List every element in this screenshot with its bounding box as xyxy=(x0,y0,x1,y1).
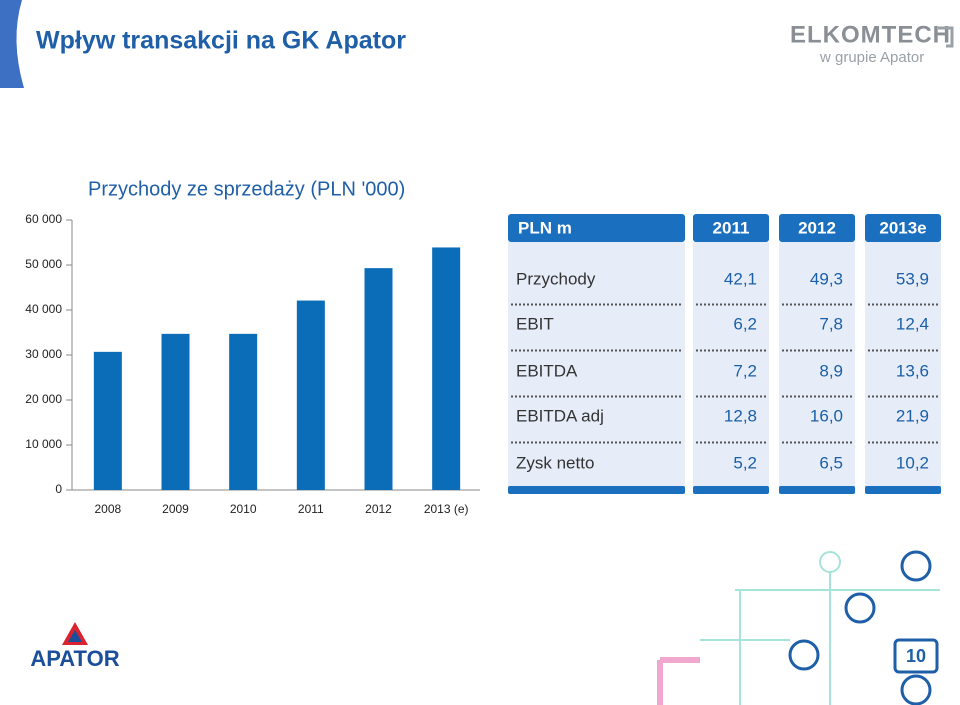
cell-value: 13,6 xyxy=(896,361,929,380)
row-label: Zysk netto xyxy=(516,453,594,472)
cell-value: 6,2 xyxy=(733,314,757,333)
x-tick-label: 2013 (e) xyxy=(424,502,469,516)
header-cell xyxy=(693,214,769,242)
cell-value: 10,2 xyxy=(896,453,929,472)
footer-logo: APATOR xyxy=(30,622,120,671)
x-tick-label: 2012 xyxy=(365,502,392,516)
schematic xyxy=(657,550,940,705)
bar xyxy=(432,247,461,490)
bar xyxy=(364,268,393,490)
y-tick-label: 20 000 xyxy=(25,392,62,406)
x-tick-label: 2010 xyxy=(230,502,257,516)
cell-value: 53,9 xyxy=(896,269,929,288)
bar xyxy=(93,351,122,490)
table: PLN m 2011 2012 2013e Przychody 42,1 49,3 53,9 E… xyxy=(508,214,941,494)
row-label: EBIT xyxy=(516,314,554,333)
y-tick-label: 10 000 xyxy=(25,437,62,451)
schematic-circle xyxy=(788,639,820,671)
cell-value: 7,2 xyxy=(733,361,757,380)
bar xyxy=(296,300,325,490)
column-body xyxy=(693,242,769,488)
row-label: Przychody xyxy=(516,269,596,288)
cell-value: 49,3 xyxy=(810,269,843,288)
schematic-circle xyxy=(900,674,932,705)
chart: Przychody ze sprzedaży (PLN '000) 0 10 00… xyxy=(25,178,480,516)
row-label: EBITDA xyxy=(516,361,578,380)
header-text: 2012 xyxy=(798,218,836,237)
header-cell xyxy=(779,214,855,242)
header-cell xyxy=(508,214,685,242)
header-cell xyxy=(865,214,941,242)
column-body xyxy=(508,242,685,488)
x-tick-label: 2008 xyxy=(94,502,121,516)
column-body xyxy=(779,242,855,488)
corner-accent xyxy=(0,0,24,88)
cell-value: 7,8 xyxy=(819,314,843,333)
column-body xyxy=(865,242,941,488)
logo-bracket xyxy=(938,26,954,48)
cell-value: 5,2 xyxy=(733,453,757,472)
cell-value: 12,4 xyxy=(896,314,929,333)
page-box xyxy=(893,638,939,674)
slide-title: Wpływ transakcji na GK Apator xyxy=(36,27,406,55)
y-tick-label: 40 000 xyxy=(25,302,62,316)
header-text: 2011 xyxy=(713,218,750,237)
column-foot xyxy=(508,486,685,494)
cell-value: 12,8 xyxy=(724,406,757,425)
logo-main: ELKOMTECH xyxy=(790,21,951,48)
cell-value: 42,1 xyxy=(724,269,757,288)
cell-value: 8,9 xyxy=(819,361,843,380)
x-tick-label: 2011 xyxy=(298,502,324,516)
row-label: EBITDA adj xyxy=(516,406,604,425)
cell-value: 16,0 xyxy=(810,406,843,425)
chart-title: Przychody ze sprzedaży (PLN '000) xyxy=(88,178,405,200)
footer-logo-text: APATOR xyxy=(30,646,119,671)
schematic-circle xyxy=(844,592,876,624)
header-text: 2013e xyxy=(879,218,926,237)
y-tick-label: 0 xyxy=(55,482,62,496)
y-tick-label: 30 000 xyxy=(25,347,62,361)
bar xyxy=(229,333,258,490)
logo-sub: w grupie Apator xyxy=(819,49,924,66)
cell-value: 21,9 xyxy=(896,406,929,425)
y-tick-label: 60 000 xyxy=(25,212,62,226)
bar xyxy=(161,333,190,490)
schematic-circle xyxy=(900,550,932,582)
page-number: 10 xyxy=(906,646,926,666)
logo-triangle-inner xyxy=(68,630,82,642)
column-foot xyxy=(865,486,941,494)
cell-value: 6,5 xyxy=(819,453,843,472)
y-tick-label: 50 000 xyxy=(25,257,62,271)
header-text: PLN m xyxy=(518,218,572,237)
column-foot xyxy=(693,486,769,494)
column-foot xyxy=(779,486,855,494)
x-tick-label: 2009 xyxy=(162,502,189,516)
